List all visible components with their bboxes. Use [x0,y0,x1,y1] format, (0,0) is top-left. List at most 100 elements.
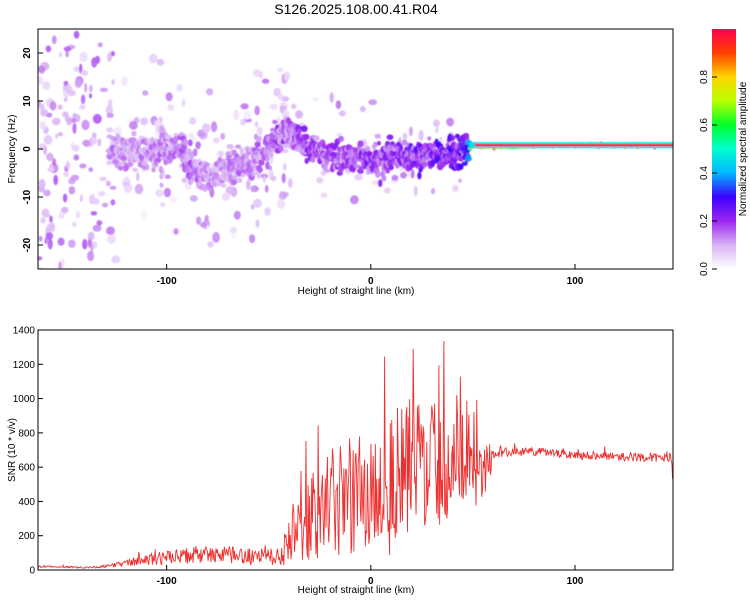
heatmap-cell [418,130,424,141]
heatmap-cell [359,105,366,113]
heatmap-cell [88,7,94,16]
heatmap-cell [82,139,91,147]
heatmap-cell [42,81,51,91]
heatmap-cell [88,167,94,173]
y-tick-label: -10 [22,189,33,204]
heatmap-cell [236,110,241,116]
heatmap-cell [38,103,45,111]
heatmap-cell [92,241,98,249]
heatmap-cell [68,89,76,97]
heatmap-cell [264,185,269,193]
heatmap-cell [62,193,68,203]
heatmap-cell [117,161,124,167]
heatmap-cell [51,35,57,45]
heatmap-cell [230,233,238,239]
heatmap-cell [181,177,187,183]
heatmap-cell [235,144,242,149]
heatmap-cell [96,220,103,226]
heatmap-cell [43,189,51,197]
heatmap-cell [104,310,108,317]
heatmap-cell [320,192,328,199]
heatmap-cell [427,136,432,141]
heatmap-cell [192,148,198,156]
y-tick-label: 400 [18,497,35,508]
heatmap-cell [43,135,53,145]
x-tick-label: 100 [567,576,584,587]
heatmap-cell [196,216,202,225]
heatmap-cell [47,166,55,173]
heatmap-cell [278,191,287,201]
heatmap-cell [43,213,51,218]
figure-title: S126.2025.108.00.41.R04 [274,1,438,17]
heatmap-cell [111,79,115,86]
y-tick-label: 200 [18,531,35,542]
heatmap-cell [165,92,173,102]
heatmap-cell [262,174,266,183]
heatmap-cell [300,125,308,133]
heatmap-cell [79,163,87,169]
y-tick-label: 1200 [13,360,36,371]
heatmap-cell [107,53,112,62]
heatmap-cell [212,231,220,243]
heatmap-cell [92,113,102,124]
heatmap-cell [98,191,106,197]
heatmap-cell [70,174,80,181]
heatmap-cell [240,118,246,126]
heatmap-cell [63,80,69,86]
snr-y-ticks: 0 200 400 600 800 1000 1200 1400 [13,326,43,577]
heatmap-cell [189,178,194,185]
heatmap-cell [140,117,149,126]
heatmap-cell [105,105,114,115]
heatmap-cell [134,183,144,195]
heatmap-cell [140,210,148,220]
heatmap-cell [297,128,302,134]
colorbar-label: Normalized spectral amplitude [738,81,749,216]
heatmap-cell [254,141,261,148]
snr-panel: -100 0 100 0 200 400 600 800 1000 1200 1400 Heigh… [7,326,674,596]
heatmap-cell [38,179,46,189]
heatmap-cell [410,169,415,179]
heatmap-cell [68,186,76,195]
heatmap-cell [75,114,81,123]
y-tick-label: 800 [18,428,35,439]
x-tick-label: -100 [157,576,177,587]
heatmap-cell [255,135,262,143]
heatmap-cell [290,103,297,110]
snr-x-axis-label: Height of straight line (km) [298,585,415,596]
heatmap-cell [338,135,344,142]
heatmap-cell [268,151,274,158]
heatmap-cell [44,237,48,244]
heatmap-cell [240,172,246,178]
heatmap-cell [37,321,44,325]
x-tick-label: 0 [368,576,374,587]
heatmap-cell [400,172,407,179]
heatmap-cell [53,174,59,186]
heatmap-cell [141,161,149,166]
heatmap-cell [155,157,162,163]
heatmap-cell [41,279,44,288]
heatmap-cell [430,187,436,195]
heatmap-cell [74,78,83,88]
heatmap-cell [46,152,54,162]
heatmap-cell [310,157,316,163]
heatmap-cell [106,112,114,119]
heatmap-cell [65,50,69,58]
heatmap-cell [88,93,93,99]
heatmap-cell [68,239,76,248]
heatmap-cell [200,222,208,228]
heatmap-cell [312,97,319,102]
heatmap-cell [474,143,673,147]
heatmap-cell [73,154,80,161]
heatmap-cell [273,87,282,97]
heatmap-cell [446,117,454,127]
heatmap-cell [99,87,108,93]
heatmap-cell [354,173,363,181]
heatmap-cell [231,175,238,180]
heatmap-cell [261,78,270,84]
heatmap-cell [281,173,286,184]
heatmap-cell [58,51,63,58]
spectrogram-x-axis-label: Height of straight line (km) [298,286,415,297]
spectrogram-y-ticks: -20 -10 0 10 20 [22,47,43,252]
heatmap-cell [408,126,413,137]
